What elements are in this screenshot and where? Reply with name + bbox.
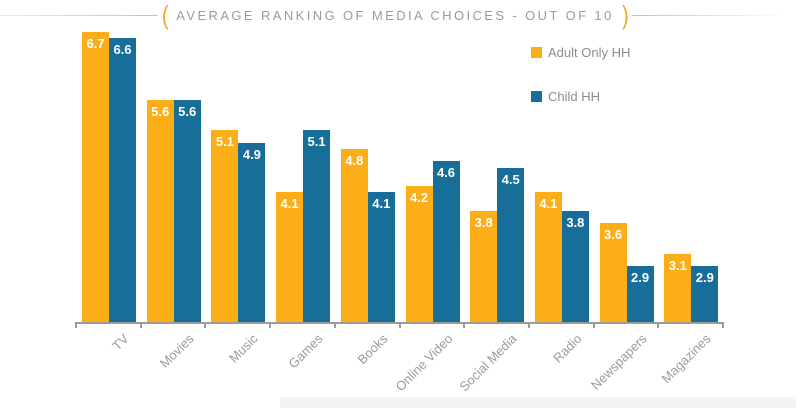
- bar-value-label: 3.8: [566, 214, 585, 230]
- bar-radio-adult: 4.1: [534, 192, 562, 322]
- bar-value-label: 3.1: [668, 258, 687, 274]
- bar-tv-child: 6.6: [109, 37, 136, 322]
- legend-swatch-icon: [531, 91, 542, 102]
- bar-value-label: 4.1: [372, 196, 391, 212]
- bar-value-label: 4.5: [501, 171, 520, 187]
- legend-swatch-icon: [531, 47, 542, 58]
- x-axis-tick: [657, 322, 660, 328]
- title-rule-left: [0, 14, 158, 16]
- x-axis-tick: [527, 322, 530, 328]
- bar-books-adult: 4.8: [340, 148, 368, 322]
- bar-games-child: 5.1: [303, 130, 331, 322]
- bar-music-adult: 5.1: [211, 130, 239, 322]
- bar-value-label: 3.6: [604, 227, 623, 243]
- x-axis-label-tv: TV: [109, 331, 132, 354]
- legend: Adult Only HH Child HH: [531, 44, 630, 132]
- bar-value-label: 4.1: [280, 196, 299, 212]
- x-axis-tick: [204, 322, 207, 328]
- bar-books-child: 4.1: [367, 192, 395, 322]
- x-axis-tick: [269, 322, 272, 328]
- bar-value-label: 4.6: [436, 165, 456, 181]
- x-axis-label-magazines: Magazines: [658, 331, 714, 387]
- bar-value-label: 2.9: [695, 270, 714, 286]
- bar-movies-adult: 5.6: [146, 99, 174, 322]
- bar-tv-adult: 6.7: [82, 31, 109, 322]
- x-axis-tick: [139, 322, 142, 328]
- bar-value-label: 4.9: [242, 146, 261, 162]
- x-axis-label-games: Games: [285, 331, 326, 372]
- x-axis-label-radio: Radio: [549, 331, 585, 366]
- x-axis-label-music: Music: [226, 331, 261, 366]
- legend-item: Adult Only HH: [531, 44, 630, 61]
- bar-value-label: 4.2: [409, 190, 429, 206]
- page-footer-strip: [280, 397, 796, 408]
- bar-magazines-child: 2.9: [691, 266, 719, 322]
- x-axis-label-online-video: Online Video: [392, 331, 456, 395]
- bar-value-label: 4.1: [539, 196, 558, 212]
- bar-online-video-adult: 4.2: [405, 186, 433, 322]
- bar-online-video-child: 4.6: [432, 161, 460, 322]
- bar-social-media-adult: 3.8: [470, 210, 498, 322]
- bar-value-label: 6.6: [113, 41, 132, 57]
- x-axis-label-social-media: Social Media: [456, 331, 520, 395]
- bar-value-label: 5.6: [178, 103, 197, 119]
- bar-value-label: 4.8: [345, 152, 364, 168]
- x-axis-tick: [463, 322, 466, 328]
- legend-item: Child HH: [531, 88, 630, 105]
- x-axis-label-books: Books: [354, 331, 391, 368]
- x-axis-tick: [592, 322, 595, 328]
- x-axis-tick: [75, 322, 77, 328]
- bar-value-label: 5.1: [215, 134, 234, 150]
- bar-value-label: 5.6: [151, 103, 170, 119]
- title-bracket-left-icon: (: [161, 0, 169, 30]
- x-axis-tick: [333, 322, 336, 328]
- bar-radio-child: 3.8: [561, 210, 589, 322]
- bar-value-label: 5.1: [307, 134, 326, 150]
- x-axis-tick: [398, 322, 401, 328]
- bar-magazines-adult: 3.1: [664, 254, 692, 322]
- title-bracket-right-icon: ): [621, 0, 629, 30]
- bar-newspapers-adult: 3.6: [599, 223, 627, 322]
- bar-value-label: 6.7: [86, 35, 105, 51]
- bar-value-label: 3.8: [474, 214, 493, 230]
- bar-social-media-child: 4.5: [497, 167, 525, 322]
- legend-label: Adult Only HH: [548, 45, 631, 60]
- title-rule-right: [632, 14, 790, 16]
- bar-games-adult: 4.1: [276, 192, 304, 322]
- x-axis-label-movies: Movies: [156, 331, 197, 371]
- legend-label: Child HH: [548, 89, 601, 104]
- bar-movies-child: 5.6: [173, 99, 201, 322]
- bar-newspapers-child: 2.9: [626, 266, 654, 322]
- x-axis-tick: [722, 322, 724, 328]
- chart-header: ( AVERAGE RANKING OF MEDIA CHOICES - OUT…: [0, 2, 800, 28]
- x-axis-label-newspapers: Newspapers: [587, 331, 650, 393]
- chart-title: AVERAGE RANKING OF MEDIA CHOICES - OUT O…: [176, 7, 614, 23]
- bar-value-label: 2.9: [631, 270, 650, 286]
- bar-music-child: 4.9: [238, 142, 266, 322]
